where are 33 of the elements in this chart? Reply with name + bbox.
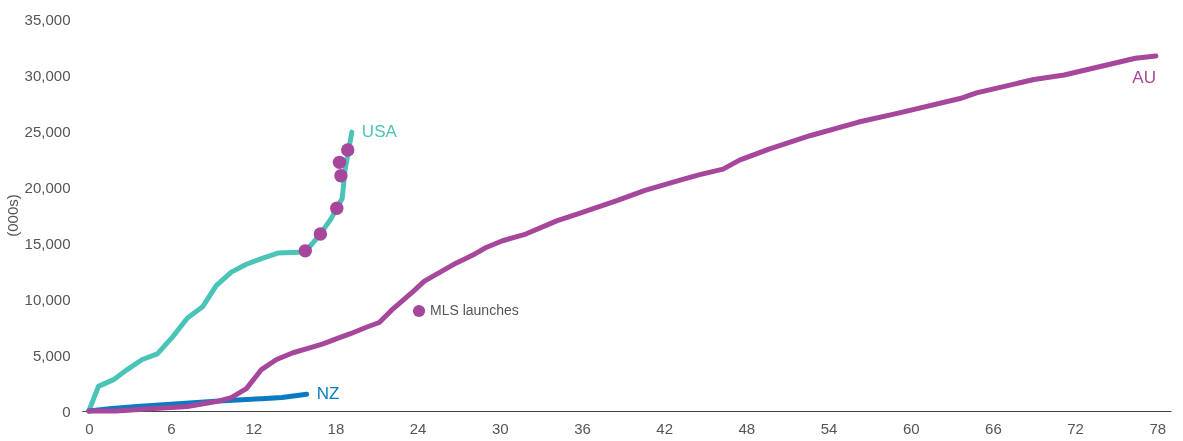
x-tick-label: 18 bbox=[327, 419, 345, 437]
y-tick-label: 15,000 bbox=[24, 234, 71, 252]
x-tick-label: 54 bbox=[820, 419, 838, 437]
x-tick-label: 66 bbox=[985, 419, 1002, 437]
series-label: NZ bbox=[316, 384, 340, 404]
y-axis-title: (000s) bbox=[3, 194, 21, 237]
x-tick-label: 12 bbox=[245, 419, 263, 437]
point bbox=[341, 143, 355, 157]
y-tick-label: 25,000 bbox=[24, 122, 71, 140]
point bbox=[334, 169, 348, 183]
x-tick-label: 24 bbox=[409, 419, 427, 437]
x-tick-label: 42 bbox=[656, 419, 674, 437]
point bbox=[330, 201, 344, 215]
series-label: AU bbox=[1132, 67, 1156, 87]
x-tick-label: 36 bbox=[574, 419, 591, 437]
y-tick-label: 35,000 bbox=[24, 10, 71, 28]
x-tick-label: 30 bbox=[491, 419, 509, 437]
point bbox=[332, 155, 347, 170]
x-tick-label: 78 bbox=[1149, 419, 1167, 437]
series-label: USA bbox=[361, 122, 398, 142]
x-tick-label: 6 bbox=[167, 419, 176, 437]
legend-label: MLS launches bbox=[430, 302, 519, 318]
x-tick-label: 72 bbox=[1067, 419, 1084, 437]
x-tick-label: 60 bbox=[902, 419, 920, 437]
x-tick-label: 48 bbox=[738, 419, 756, 437]
point bbox=[313, 227, 328, 241]
x-tick-label: 0 bbox=[85, 419, 94, 437]
y-tick-label: 30,000 bbox=[24, 66, 71, 84]
y-tick-label: 20,000 bbox=[24, 178, 71, 196]
y-tick-label: 5,000 bbox=[32, 346, 71, 364]
y-tick-label: 10,000 bbox=[24, 290, 71, 308]
y-tick-label: 0 bbox=[62, 402, 71, 420]
point bbox=[298, 244, 312, 258]
